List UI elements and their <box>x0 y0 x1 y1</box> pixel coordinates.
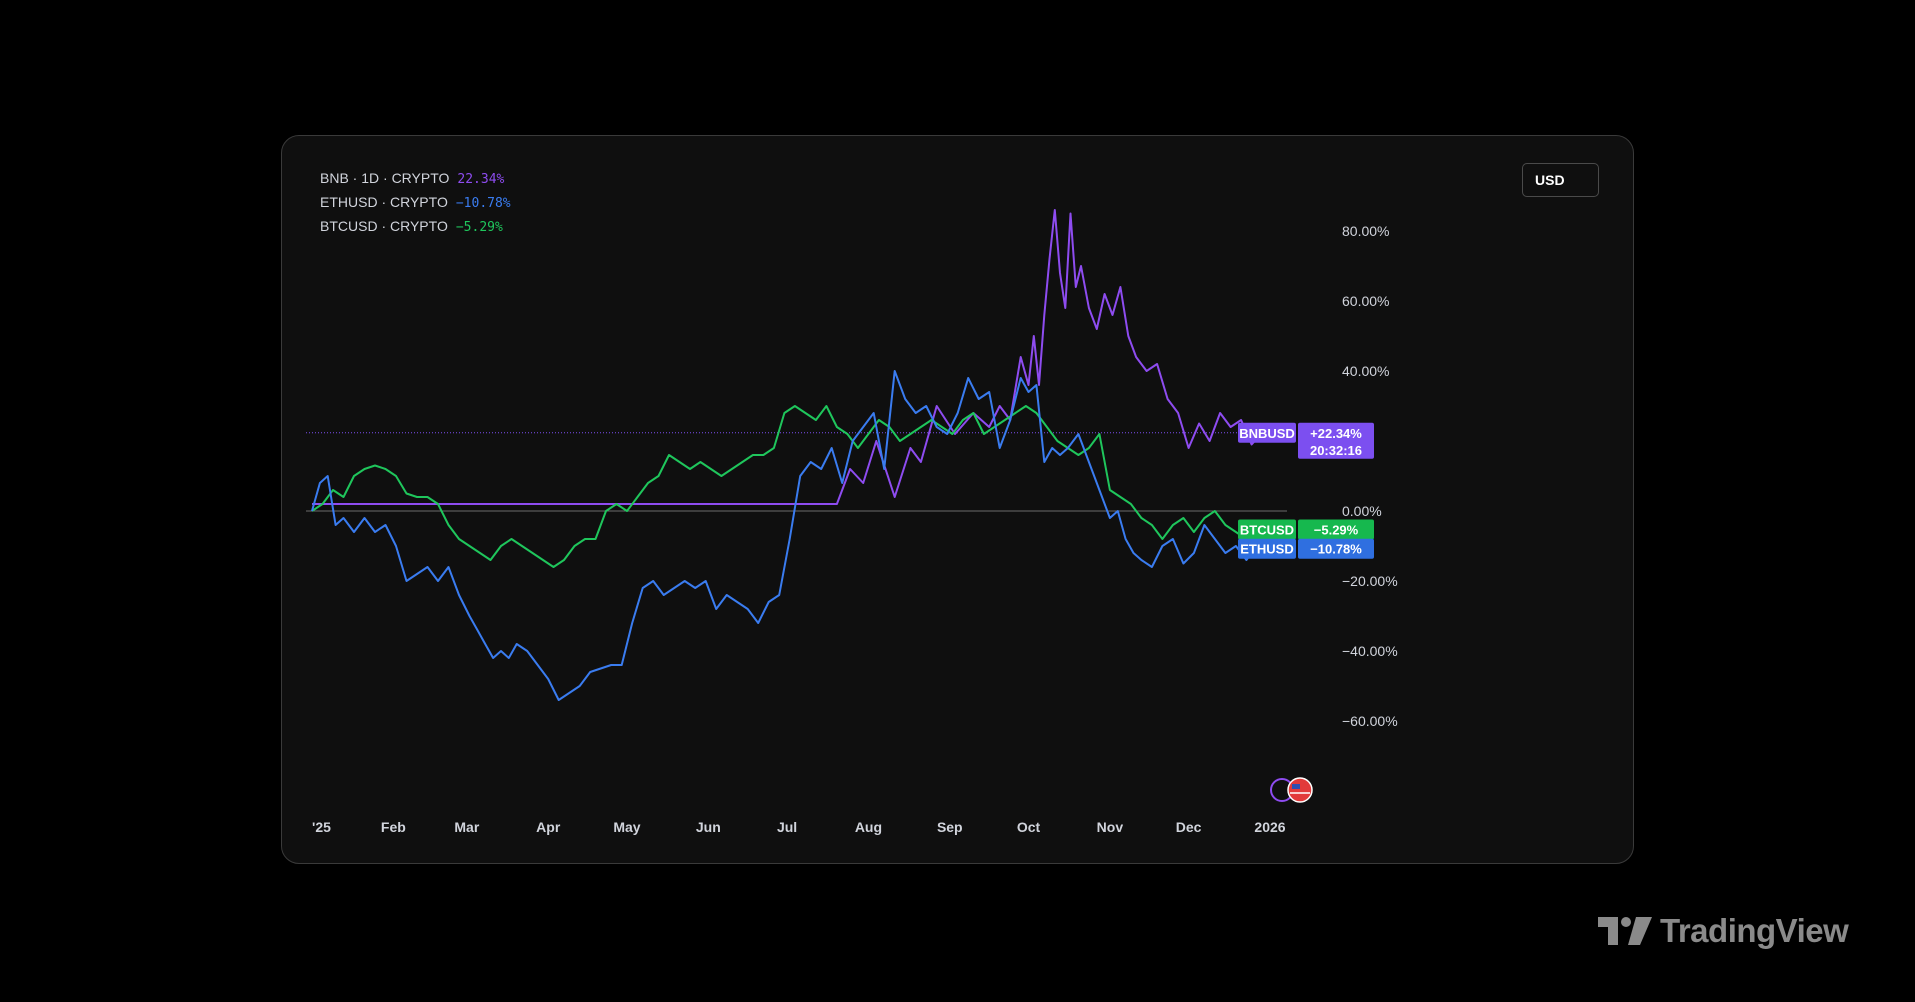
price-tag-value: −5.29% <box>1314 523 1359 538</box>
us-flag-canton <box>1292 784 1300 789</box>
price-tag-value-bg <box>1298 538 1374 559</box>
x-tick-label: Jul <box>777 819 797 835</box>
price-tag-name-bg <box>1238 422 1296 443</box>
y-tick-label: 60.00% <box>1342 293 1389 309</box>
currency-button[interactable]: USD <box>1522 163 1599 197</box>
us-flag-icon <box>1287 777 1313 803</box>
price-tag-value-bg <box>1298 422 1374 459</box>
chart-grid-layer <box>306 432 1287 512</box>
x-tick-label: Apr <box>536 819 561 835</box>
price-tag-name: BTCUSD <box>1240 523 1294 538</box>
price-tag-name-bg <box>1238 519 1296 540</box>
series-line-ethusd <box>311 370 1266 701</box>
x-tick-label: Sep <box>937 819 963 835</box>
comparison-chart: 80.00% 60.00% 40.00% 0.00% −20.00% −40.00% −60… <box>306 209 1398 835</box>
series-line-bnbusd <box>312 209 1263 505</box>
x-tick-label: 2026 <box>1254 819 1285 835</box>
price-tag-name: BNBUSD <box>1239 426 1295 441</box>
price-tag-bnbusd: BNBUSD +22.34% 20:32:16 <box>1238 422 1374 459</box>
legend-label-bnb: BNB · 1D · CRYPTO <box>320 170 450 186</box>
price-tag-btcusd: BTCUSD −5.29% <box>1238 519 1374 540</box>
legend-label-btc: BTCUSD · CRYPTO <box>320 218 448 234</box>
economic-events-icon[interactable] <box>1270 777 1313 803</box>
legend-item-btc[interactable]: BTCUSD · CRYPTO −5.29% <box>320 215 511 239</box>
x-tick-label: Mar <box>454 819 479 835</box>
y-tick-label: −60.00% <box>1342 713 1398 729</box>
x-tick-label: Jun <box>696 819 721 835</box>
x-tick-label: May <box>613 819 640 835</box>
x-tick-label: Nov <box>1097 819 1124 835</box>
price-tag-name: ETHUSD <box>1240 542 1293 557</box>
chart-legend: BNB · 1D · CRYPTO 22.34% ETHUSD · CRYPTO −… <box>320 167 511 239</box>
price-tag-value: −10.78% <box>1310 542 1362 557</box>
tradingview-logo-text: TradingView <box>1660 912 1849 949</box>
y-tick-label: 80.00% <box>1342 223 1389 239</box>
x-tick-label: Oct <box>1017 819 1041 835</box>
tradingview-logo[interactable]: TradingView <box>1598 912 1849 950</box>
price-tag-countdown: 20:32:16 <box>1310 443 1362 458</box>
chart-axis-layer: 80.00% 60.00% 40.00% 0.00% −20.00% −40.00% −60… <box>312 223 1398 835</box>
chart-card: 80.00% 60.00% 40.00% 0.00% −20.00% −40.00% −60… <box>281 135 1634 864</box>
tradingview-logo-icon <box>1598 917 1652 945</box>
legend-item-bnb[interactable]: BNB · 1D · CRYPTO 22.34% <box>320 167 511 191</box>
chart-series-layer <box>311 209 1266 701</box>
y-tick-label: 40.00% <box>1342 363 1389 379</box>
legend-value-btc: −5.29% <box>455 220 503 235</box>
price-tag-value: +22.34% <box>1310 426 1362 441</box>
x-tick-label: Dec <box>1176 819 1202 835</box>
price-tag-value-bg <box>1298 519 1374 540</box>
y-tick-label: 0.00% <box>1342 503 1382 519</box>
x-tick-label: '25 <box>312 819 331 835</box>
x-tick-label: Aug <box>855 819 882 835</box>
price-tag-name-bg <box>1238 538 1296 559</box>
legend-item-eth[interactable]: ETHUSD · CRYPTO −10.78% <box>320 191 511 215</box>
y-tick-label: −20.00% <box>1342 573 1398 589</box>
x-tick-label: Feb <box>381 819 406 835</box>
series-line-btcusd <box>311 405 1266 568</box>
price-tag-ethusd: ETHUSD −10.78% <box>1238 538 1374 559</box>
legend-value-bnb: 22.34% <box>457 172 505 187</box>
y-tick-label: −40.00% <box>1342 643 1398 659</box>
price-tags-layer: BNBUSD +22.34% 20:32:16 BTCUSD −5.29% ETHUSD −… <box>1238 422 1374 803</box>
legend-label-eth: ETHUSD · CRYPTO <box>320 194 448 210</box>
legend-value-eth: −10.78% <box>455 196 511 211</box>
